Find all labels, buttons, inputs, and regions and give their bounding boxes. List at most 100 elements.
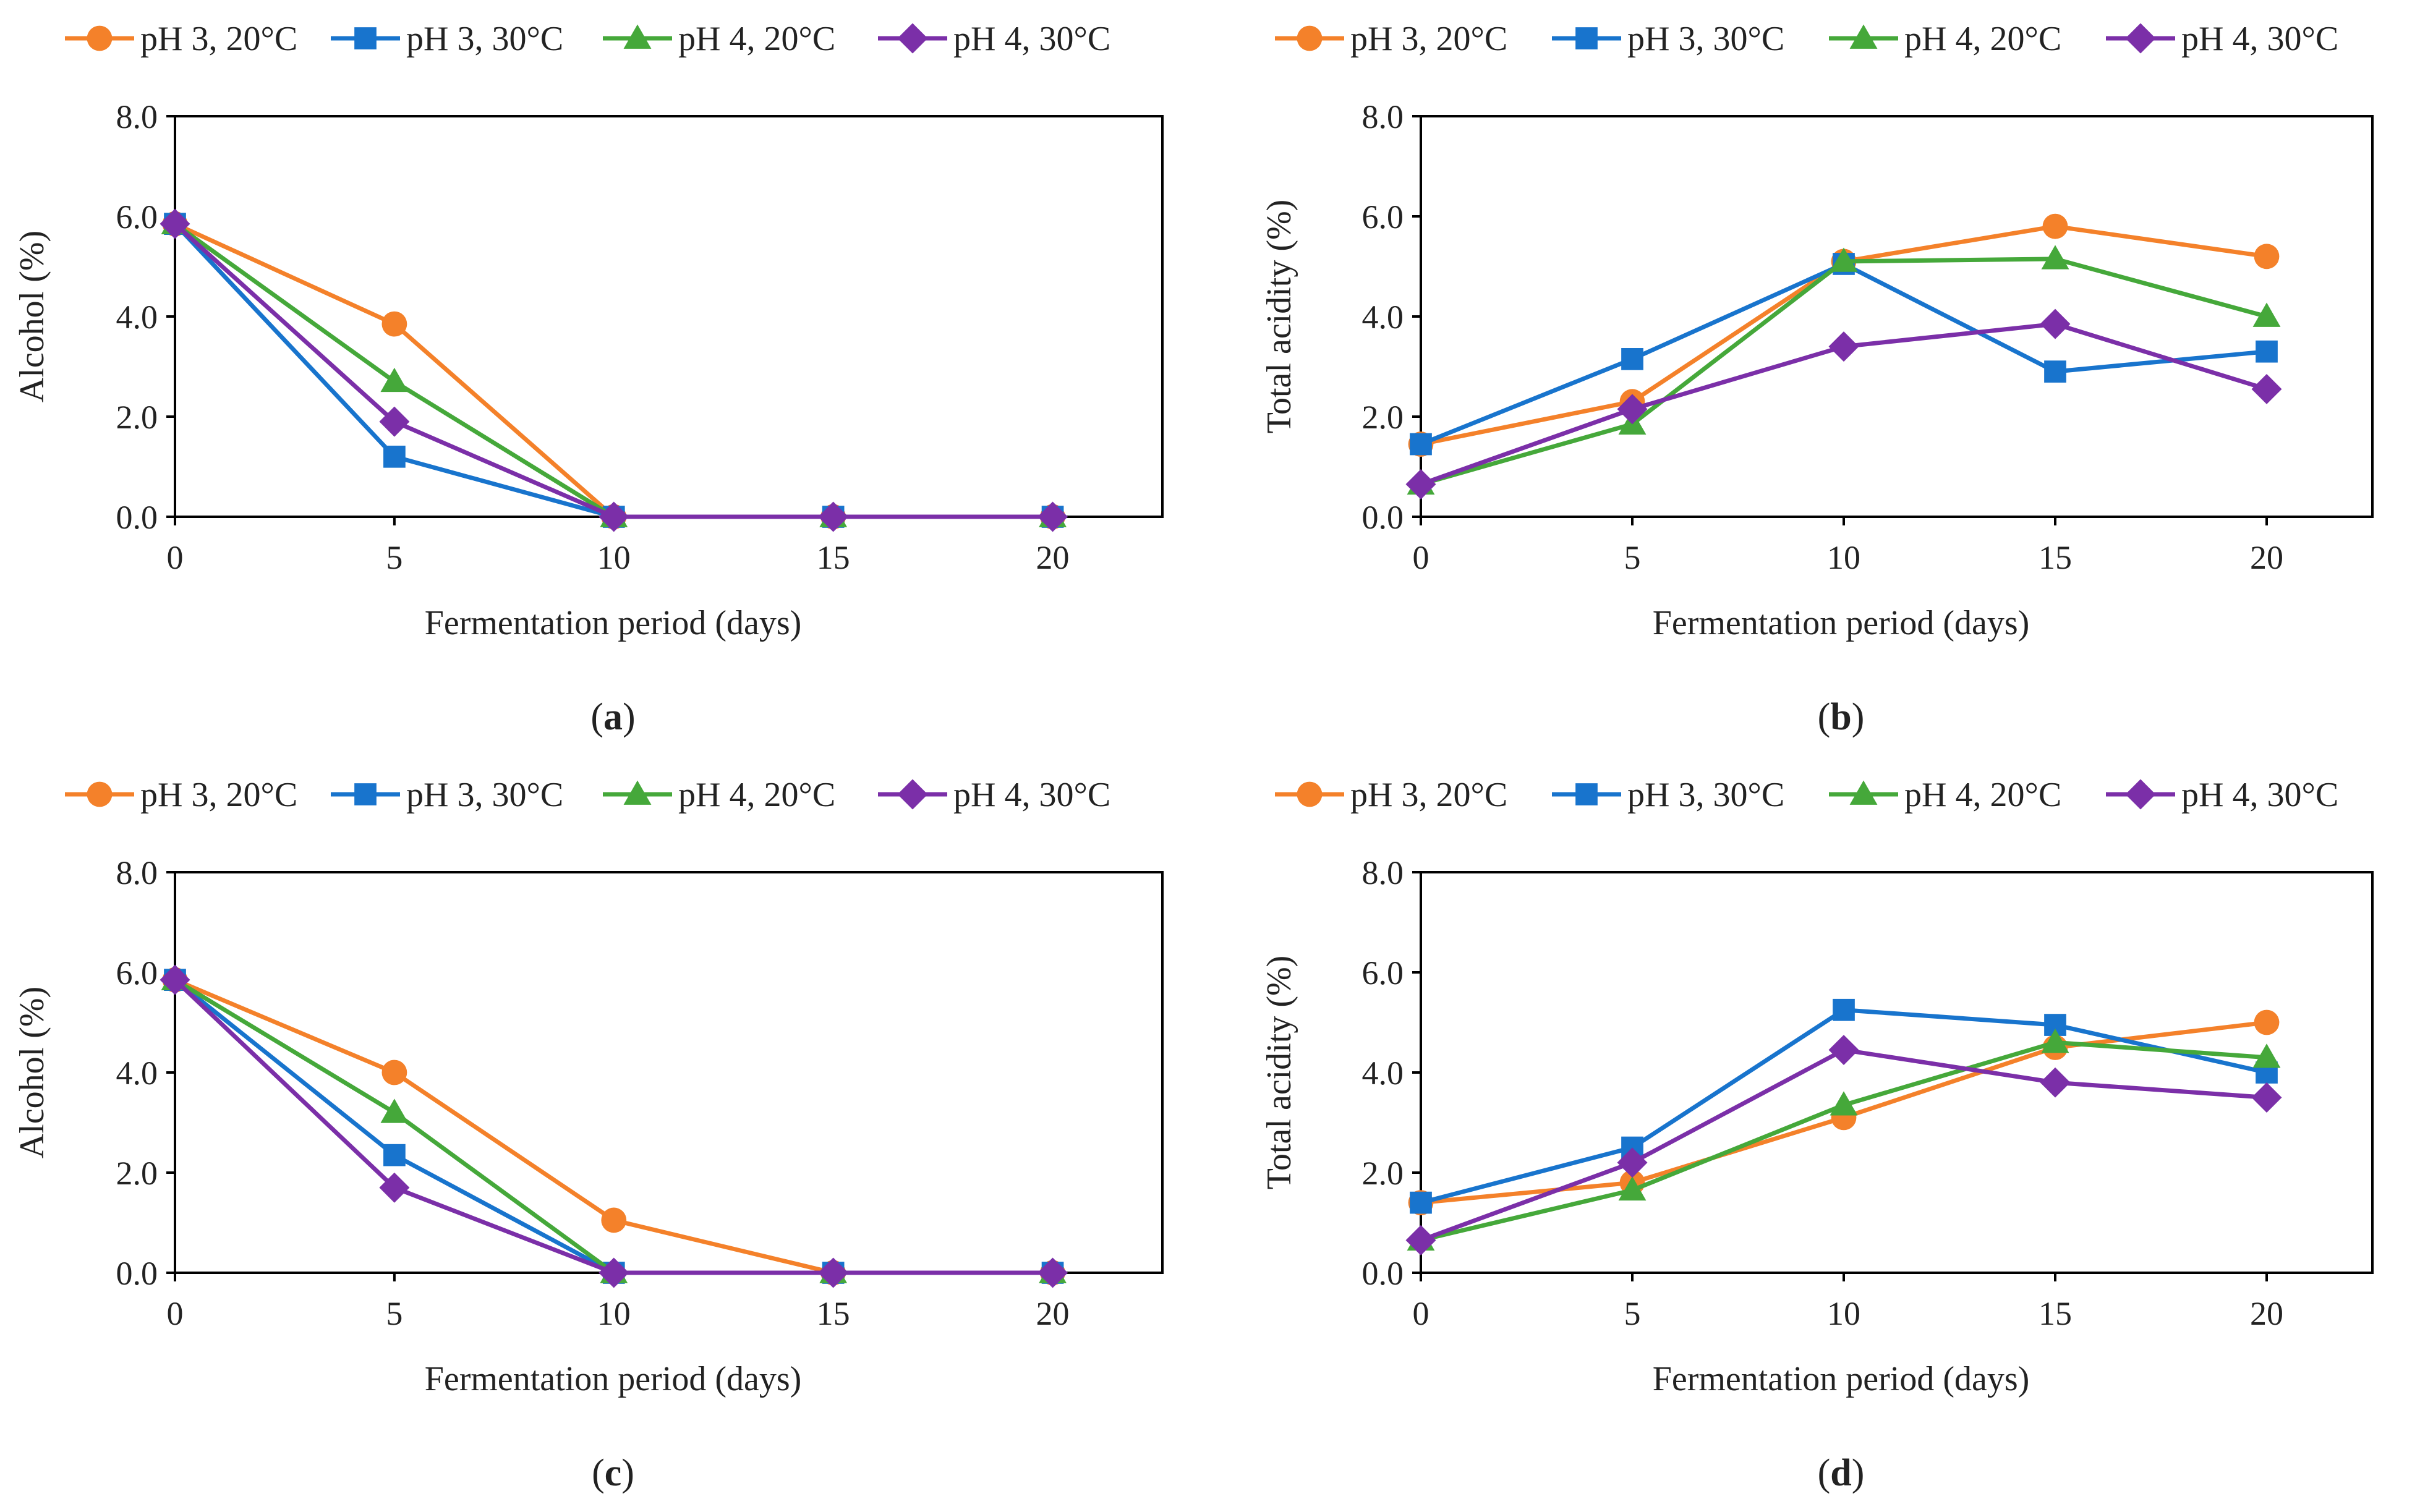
legend-item-ph-4-30c: pH 4, 30°C bbox=[2106, 20, 2338, 58]
x-tick-label: 5 bbox=[386, 1295, 403, 1332]
y-tick-label: 2.0 bbox=[1362, 399, 1404, 436]
legend-label-ph-3-30c: pH 3, 30°C bbox=[406, 776, 563, 814]
series-ph-3-30c bbox=[1410, 998, 2278, 1214]
legend-marker-ph-4-30c bbox=[897, 23, 928, 54]
legend-item-ph-3-30c: pH 3, 30°C bbox=[1552, 20, 1784, 58]
panel-caption: (d) bbox=[1818, 1452, 1865, 1494]
y-tick-label: 0.0 bbox=[1362, 1255, 1404, 1292]
legend-item-ph-4-30c: pH 4, 30°C bbox=[878, 776, 1110, 814]
data-point-ph-4-30c-day-0 bbox=[1405, 469, 1436, 499]
x-tick-label: 15 bbox=[2039, 539, 2072, 576]
legend-marker-ph-4-30c bbox=[897, 779, 928, 810]
legend-marker-ph-4-20c bbox=[623, 24, 652, 49]
legend-label-ph-4-20c: pH 4, 20°C bbox=[1904, 776, 2061, 814]
data-point-ph-4-30c-day-20 bbox=[1037, 501, 1068, 532]
y-axis-title: Total acidity (%) bbox=[1260, 956, 1298, 1190]
legend-label-ph-4-20c: pH 4, 20°C bbox=[1904, 20, 2061, 58]
data-point-ph-4-30c-day-10 bbox=[599, 1257, 629, 1288]
legend-marker-ph-3-20c bbox=[87, 781, 113, 807]
series-line-ph-3-30c bbox=[173, 222, 1053, 519]
data-point-ph-4-30c-day-10 bbox=[599, 501, 629, 532]
data-point-ph-4-30c-day-20 bbox=[1037, 1257, 1068, 1288]
y-tick-label: 6.0 bbox=[1362, 954, 1404, 992]
legend: pH 3, 20°C pH 3, 30°C pH 4, 20°C pH 4, 30°C bbox=[1275, 776, 2338, 814]
x-tick-label: 20 bbox=[1036, 539, 1070, 576]
data-point-ph-4-30c-day-5 bbox=[1617, 394, 1648, 425]
legend-item-ph-4-30c: pH 4, 30°C bbox=[878, 20, 1110, 58]
y-tick-label: 0.0 bbox=[116, 499, 158, 536]
legend-label-ph-4-20c: pH 4, 20°C bbox=[678, 776, 835, 814]
plot-frame bbox=[174, 115, 1164, 518]
legend-marker-ph-4-30c bbox=[2125, 779, 2156, 810]
data-point-ph-4-30c-day-15 bbox=[818, 1257, 849, 1288]
legend-label-ph-3-20c: pH 3, 20°C bbox=[140, 776, 297, 814]
data-point-ph-4-20c-day-5 bbox=[380, 1098, 409, 1123]
y-axis-title: Total acidity (%) bbox=[1260, 200, 1298, 434]
x-tick-label: 20 bbox=[1036, 1295, 1070, 1332]
y-axis: 0.0 2.0 4.0 6.0 8.0 bbox=[1362, 98, 1421, 536]
y-tick-label: 4.0 bbox=[116, 1055, 158, 1092]
data-point-ph-3-30c-day-20 bbox=[2256, 340, 2278, 363]
y-tick-label: 8.0 bbox=[1362, 854, 1404, 891]
series-ph-4-20c bbox=[1407, 1028, 2281, 1251]
legend-marker-ph-4-20c bbox=[1849, 780, 1878, 805]
legend-label-ph-4-20c: pH 4, 20°C bbox=[678, 20, 835, 58]
data-point-ph-4-30c-day-5 bbox=[379, 406, 410, 437]
y-tick-label: 4.0 bbox=[1362, 1055, 1404, 1092]
x-tick-label: 15 bbox=[817, 1295, 850, 1332]
legend-label-ph-4-30c: pH 4, 30°C bbox=[953, 20, 1110, 58]
panel-d: pH 3, 20°C pH 3, 30°C pH 4, 20°C pH 4, 30°C… bbox=[1210, 756, 2420, 1512]
x-tick-label: 0 bbox=[167, 1295, 184, 1332]
y-tick-label: 6.0 bbox=[1362, 198, 1404, 236]
y-tick-label: 0.0 bbox=[116, 1255, 158, 1292]
series-ph-3-20c bbox=[162, 211, 1065, 530]
data-point-ph-4-30c-day-5 bbox=[1617, 1147, 1648, 1178]
series-ph-3-20c bbox=[162, 967, 1065, 1286]
data-point-ph-3-30c-day-0 bbox=[1410, 1191, 1432, 1214]
legend-item-ph-3-20c: pH 3, 20°C bbox=[65, 776, 297, 814]
x-tick-label: 10 bbox=[1827, 539, 1860, 576]
plot-frame bbox=[1420, 871, 2374, 1274]
legend-item-ph-4-20c: pH 4, 20°C bbox=[1829, 20, 2061, 58]
data-point-ph-4-30c-day-5 bbox=[379, 1172, 410, 1203]
chart-d: pH 3, 20°C pH 3, 30°C pH 4, 20°C pH 4, 30°C… bbox=[1260, 776, 2374, 1494]
data-point-ph-3-20c-day-20 bbox=[2254, 1009, 2280, 1035]
x-axis-title: Fermentation period (days) bbox=[1653, 1360, 2030, 1398]
legend-label-ph-3-30c: pH 3, 30°C bbox=[406, 20, 563, 58]
legend-label-ph-4-30c: pH 4, 30°C bbox=[2181, 776, 2338, 814]
x-tick-label: 5 bbox=[386, 539, 403, 576]
data-point-ph-3-30c-day-5 bbox=[1621, 348, 1643, 370]
chart-a: pH 3, 20°C pH 3, 30°C pH 4, 20°C pH 4, 30°C… bbox=[13, 20, 1164, 738]
series-line-ph-3-20c bbox=[174, 221, 1053, 519]
data-point-ph-3-30c-day-5 bbox=[383, 445, 406, 468]
x-tick-label: 5 bbox=[1624, 1295, 1641, 1332]
legend-item-ph-4-20c: pH 4, 20°C bbox=[603, 20, 835, 58]
panel-a: pH 3, 20°C pH 3, 30°C pH 4, 20°C pH 4, 30°C… bbox=[0, 0, 1210, 756]
y-tick-label: 2.0 bbox=[1362, 1155, 1404, 1192]
series-ph-4-30c bbox=[1405, 308, 2282, 499]
data-point-ph-3-20c-day-10 bbox=[601, 1207, 627, 1233]
data-point-ph-4-20c-day-10 bbox=[1830, 247, 1858, 272]
chart-c: pH 3, 20°C pH 3, 30°C pH 4, 20°C pH 4, 30°C… bbox=[13, 776, 1164, 1494]
data-point-ph-4-30c-day-10 bbox=[1828, 1035, 1859, 1066]
series-ph-4-20c bbox=[161, 966, 1067, 1283]
y-tick-label: 8.0 bbox=[1362, 98, 1404, 135]
y-tick-label: 4.0 bbox=[1362, 299, 1404, 336]
data-point-ph-4-30c-day-15 bbox=[2040, 308, 2071, 339]
legend-marker-ph-3-20c bbox=[1297, 781, 1323, 807]
x-axis: 0 5 10 15 20 bbox=[1413, 517, 2283, 576]
y-tick-label: 6.0 bbox=[116, 954, 158, 992]
series-ph-4-30c bbox=[160, 208, 1068, 532]
y-tick-label: 0.0 bbox=[1362, 499, 1404, 536]
chart-b: pH 3, 20°C pH 3, 30°C pH 4, 20°C pH 4, 30°C… bbox=[1260, 20, 2374, 738]
data-point-ph-3-20c-day-15 bbox=[2042, 213, 2068, 239]
legend-marker-ph-4-30c bbox=[2125, 23, 2156, 54]
data-point-ph-3-30c-day-0 bbox=[1410, 433, 1432, 456]
x-tick-label: 15 bbox=[2039, 1295, 2072, 1332]
legend-marker-ph-3-30c bbox=[1575, 783, 1598, 805]
legend: pH 3, 20°C pH 3, 30°C pH 4, 20°C pH 4, 30°C bbox=[65, 776, 1110, 814]
data-point-ph-4-30c-day-0 bbox=[160, 964, 190, 995]
x-axis: 0 5 10 15 20 bbox=[1413, 1273, 2283, 1332]
series-ph-4-30c bbox=[1405, 1035, 2282, 1255]
series-ph-4-20c bbox=[1407, 245, 2281, 495]
